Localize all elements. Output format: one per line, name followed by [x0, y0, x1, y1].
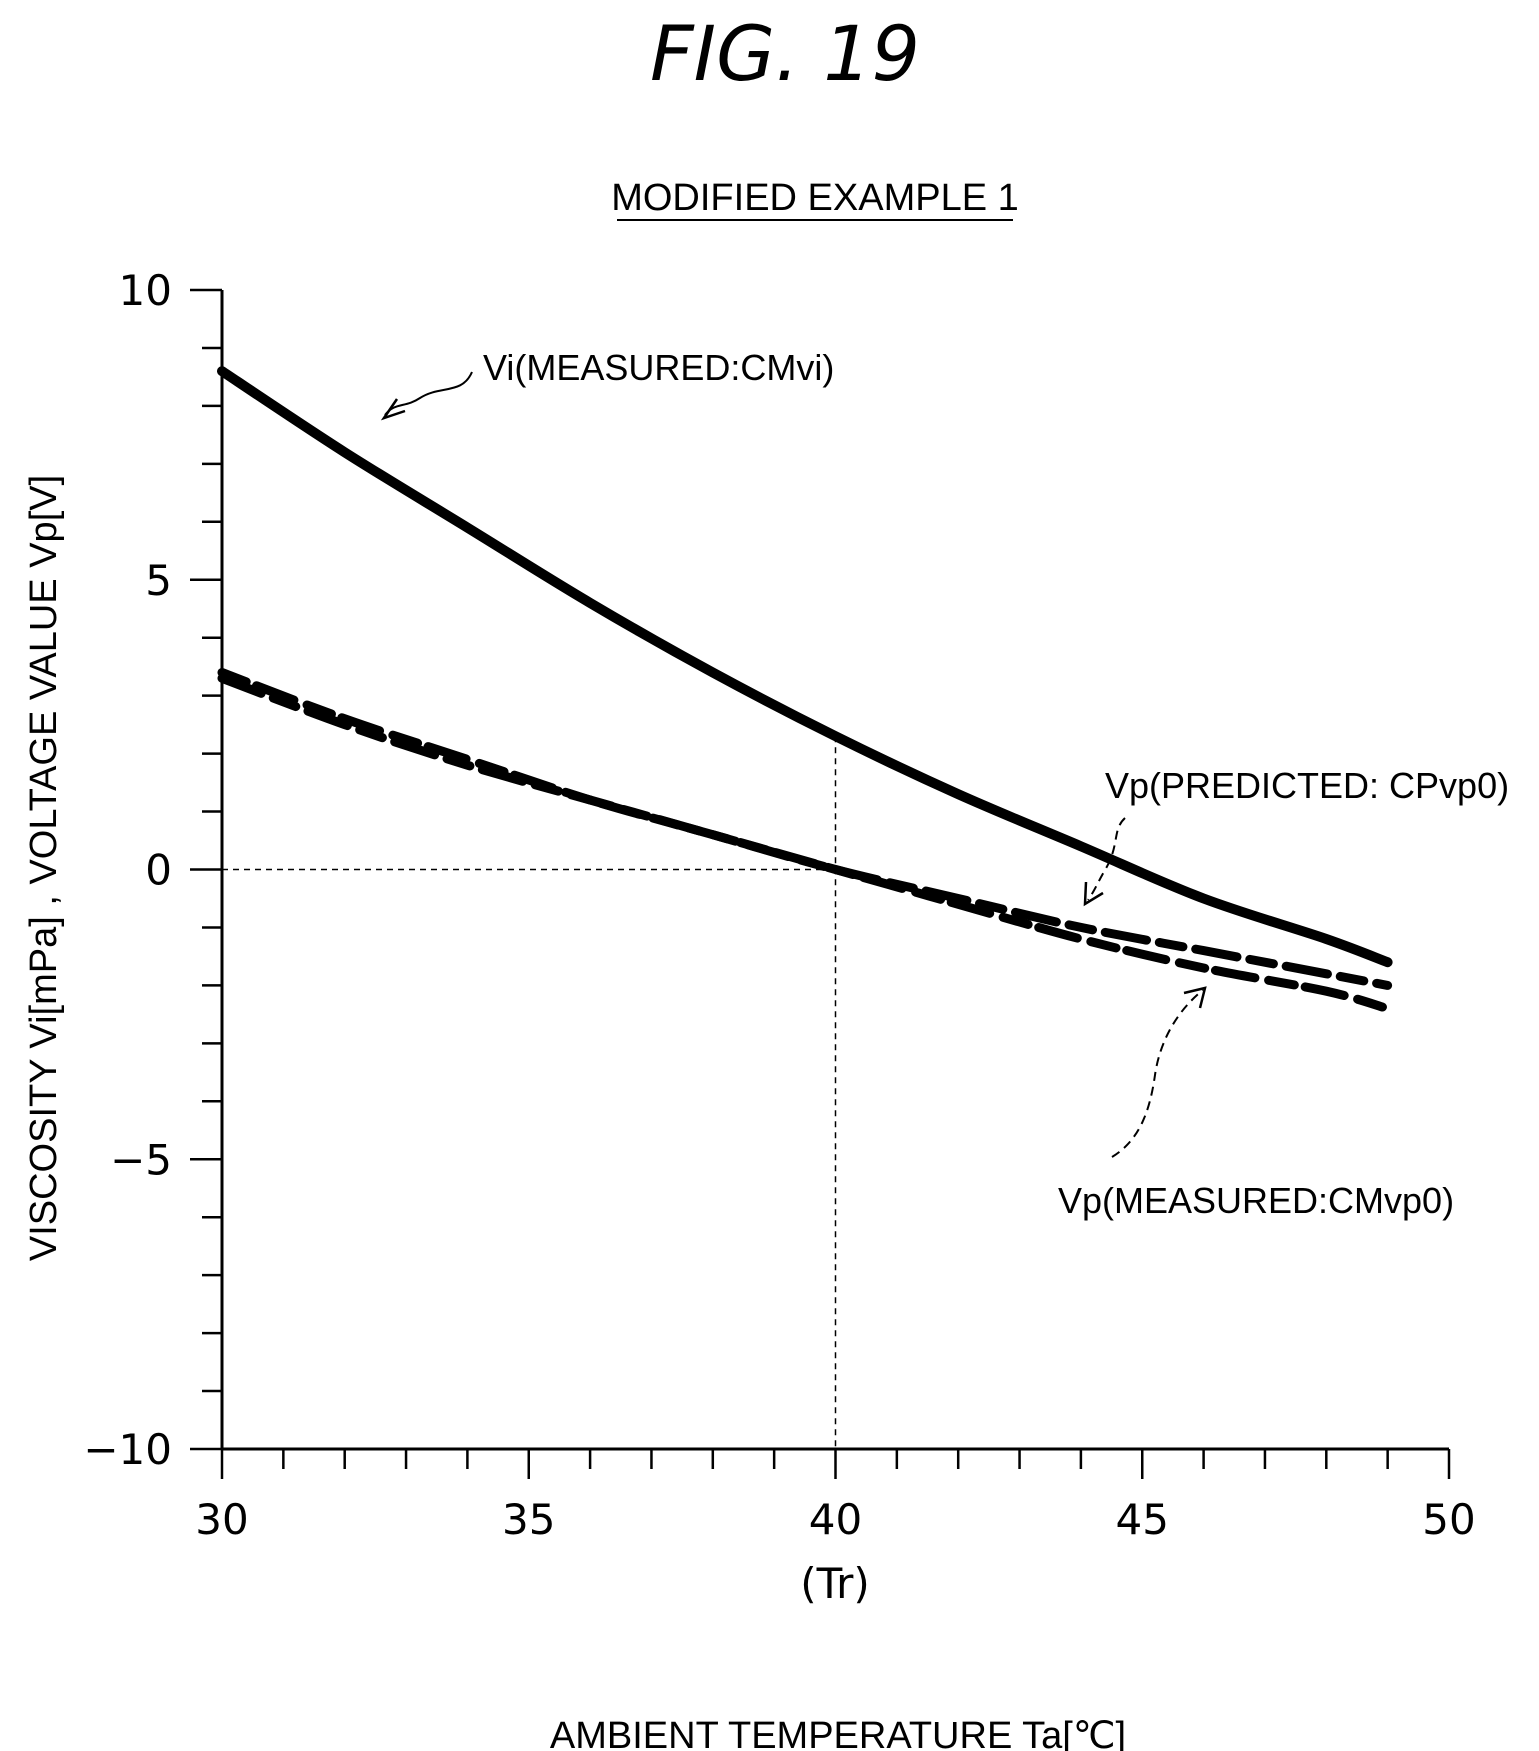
leader-vp-predicted [1087, 817, 1126, 901]
y-tick-label: −5 [110, 1135, 172, 1184]
arrowhead-vi-measured [380, 398, 406, 421]
arrowhead-vp-predicted [1083, 881, 1104, 907]
x-tick-label: 45 [1116, 1495, 1169, 1544]
reference-lines [222, 736, 837, 1449]
x-tick-label: 30 [195, 1495, 248, 1544]
series-layer [217, 366, 1393, 1014]
y-axis-label: VISCOSITY Vi[mPa] , VOLTAGE VALUE Vp[V] [23, 475, 65, 1261]
series-line-0 [217, 366, 1393, 968]
leader-vp-measured [1111, 989, 1204, 1158]
x-tick-label: 40 [809, 1495, 862, 1544]
label-vi-measured: Vi(MEASURED:CMvi) [483, 347, 834, 388]
y-tick-label: 5 [145, 556, 172, 605]
x-axis-label: AMBIENT TEMPERATURE Ta[℃] [550, 1715, 1126, 1751]
x-tick-label: 35 [502, 1495, 555, 1544]
label-vp-predicted: Vp(PREDICTED: CPvp0) [1105, 765, 1509, 806]
y-tick-label: −10 [83, 1425, 172, 1474]
arrowhead-vp-measured [1183, 986, 1207, 1009]
chart-title: MODIFIED EXAMPLE 1 [611, 177, 1019, 219]
leader-vi-measured [384, 371, 473, 416]
series-line-2 [217, 668, 1393, 1014]
figure-label: FIG. 19 [650, 9, 920, 98]
y-tick-label: 0 [145, 846, 172, 895]
label-vp-measured: Vp(MEASURED:CMvp0) [1058, 1180, 1454, 1221]
x-tick-label: 50 [1422, 1495, 1475, 1544]
y-tick-label: 10 [119, 266, 172, 315]
reference-x-label: (Tr) [800, 1559, 870, 1608]
axes [190, 288, 1451, 1479]
